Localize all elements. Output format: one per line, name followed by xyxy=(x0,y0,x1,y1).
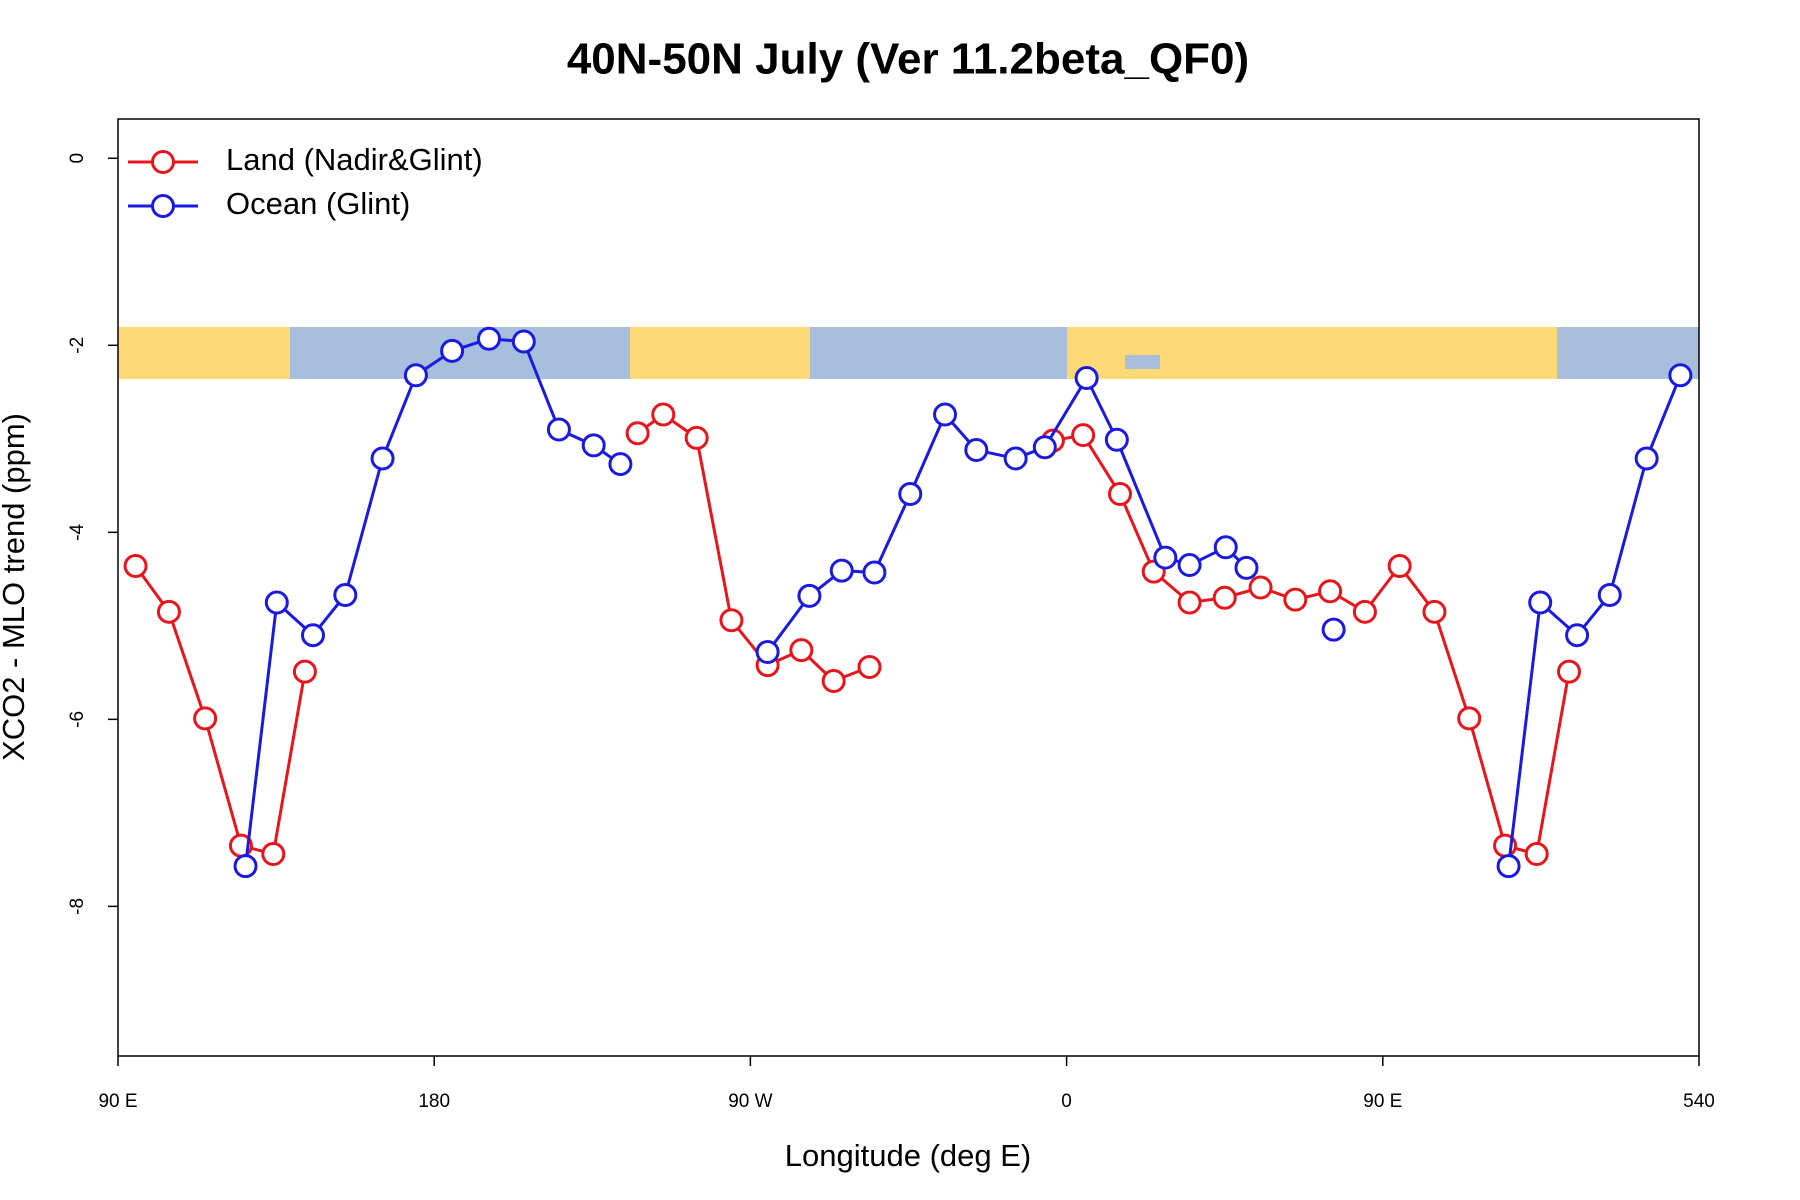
data-point xyxy=(511,329,536,354)
land-band xyxy=(118,327,290,379)
y-axis-label: XCO2 - MLO trend (ppm) xyxy=(0,413,31,761)
data-point xyxy=(933,402,958,427)
data-point xyxy=(1032,435,1057,460)
data-point xyxy=(857,654,882,679)
data-point xyxy=(684,425,709,450)
data-point xyxy=(608,452,633,477)
data-point xyxy=(1496,854,1521,879)
data-point xyxy=(1177,553,1202,578)
data-point xyxy=(1104,427,1129,452)
data-point xyxy=(403,363,428,388)
data-point xyxy=(1003,446,1028,471)
plot-frame xyxy=(117,118,1700,1057)
data-point xyxy=(1212,585,1237,610)
x-tick-label: 90 E xyxy=(98,1091,137,1112)
data-point xyxy=(625,421,650,446)
data-point xyxy=(797,583,822,608)
land-band xyxy=(1160,340,1185,379)
chart-title: 40N-50N July (Ver 11.2beta_QF0) xyxy=(567,35,1249,84)
land-band xyxy=(630,327,810,379)
data-point xyxy=(193,706,218,731)
data-point xyxy=(1177,590,1202,615)
series-line xyxy=(766,374,1248,653)
data-point xyxy=(333,582,358,607)
map-band xyxy=(118,327,1699,379)
legend-marker xyxy=(151,194,175,218)
legend-label: Ocean (Glint) xyxy=(226,186,410,221)
data-point xyxy=(1248,575,1273,600)
data-point xyxy=(261,842,286,867)
series-line xyxy=(636,412,871,683)
data-point xyxy=(123,553,148,578)
data-point xyxy=(1668,363,1693,388)
series-line xyxy=(1507,374,1682,867)
data-point xyxy=(1213,535,1238,560)
data-point xyxy=(156,599,181,624)
series-line xyxy=(244,337,622,867)
data-point xyxy=(1557,659,1582,684)
y-tick-label: -4 xyxy=(67,523,88,540)
data-point xyxy=(1422,599,1447,624)
data-point xyxy=(821,669,846,694)
data-point xyxy=(1524,842,1549,867)
data-point xyxy=(862,560,887,585)
data-point xyxy=(651,402,676,427)
data-point xyxy=(1387,553,1412,578)
data-point xyxy=(1318,579,1343,604)
data-point xyxy=(964,438,989,463)
data-point xyxy=(546,417,571,442)
x-tick-label: 90 E xyxy=(1363,1091,1402,1112)
data-point xyxy=(1597,582,1622,607)
y-tick-label: -2 xyxy=(67,337,88,354)
x-tick-label: 540 xyxy=(1683,1091,1715,1112)
data-point xyxy=(581,433,606,458)
data-point xyxy=(1234,555,1259,580)
x-axis-label: Longitude (deg E) xyxy=(785,1138,1031,1173)
y-tick-label: 0 xyxy=(67,153,88,164)
data-point xyxy=(440,338,465,363)
data-point xyxy=(829,558,854,583)
data-point xyxy=(1528,590,1553,615)
data-point xyxy=(789,638,814,663)
land-band xyxy=(1067,327,1557,379)
y-tick-label: -6 xyxy=(67,711,88,728)
data-point xyxy=(1352,599,1377,624)
data-point xyxy=(477,326,502,351)
legend-label: Land (Nadir&Glint) xyxy=(226,142,483,177)
x-tick-label: 0 xyxy=(1061,1091,1072,1112)
data-point xyxy=(755,640,780,665)
legend-marker xyxy=(151,150,175,174)
y-tick-label: -8 xyxy=(67,898,88,915)
data-point xyxy=(1071,423,1096,448)
data-point xyxy=(300,623,325,648)
data-point xyxy=(1108,481,1133,506)
data-point xyxy=(1634,446,1659,471)
data-point xyxy=(1283,587,1308,612)
x-tick-label: 90 W xyxy=(728,1091,772,1112)
data-point xyxy=(370,446,395,471)
data-point xyxy=(719,608,744,633)
data-point xyxy=(1074,366,1099,391)
data-point xyxy=(1321,617,1346,642)
data-point xyxy=(1565,623,1590,648)
data-point xyxy=(292,659,317,684)
data-point xyxy=(233,854,258,879)
series-line xyxy=(1052,433,1571,856)
data-point xyxy=(1153,545,1178,570)
x-tick-label: 180 xyxy=(418,1091,450,1112)
data-point xyxy=(264,590,289,615)
data-point xyxy=(1457,706,1482,731)
data-point xyxy=(898,481,923,506)
